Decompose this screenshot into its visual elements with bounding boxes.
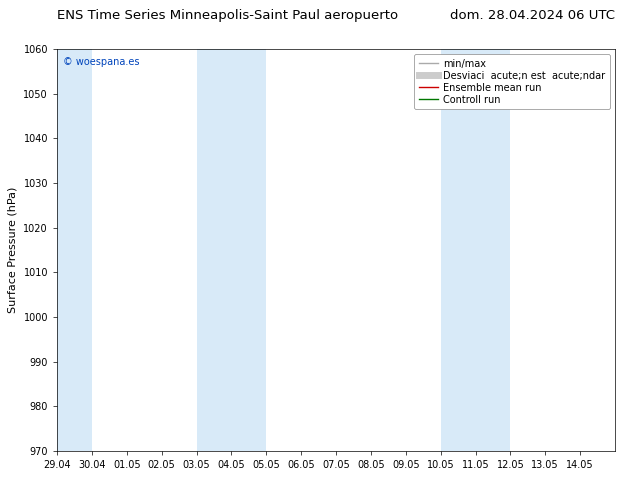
Text: © woespana.es: © woespana.es — [63, 57, 139, 67]
Bar — [197, 49, 266, 451]
Bar — [441, 49, 510, 451]
Text: ENS Time Series Minneapolis-Saint Paul aeropuerto: ENS Time Series Minneapolis-Saint Paul a… — [57, 9, 398, 22]
Legend: min/max, Desviaci  acute;n est  acute;ndar, Ensemble mean run, Controll run: min/max, Desviaci acute;n est acute;ndar… — [414, 54, 610, 109]
Text: dom. 28.04.2024 06 UTC: dom. 28.04.2024 06 UTC — [450, 9, 615, 22]
Y-axis label: Surface Pressure (hPa): Surface Pressure (hPa) — [8, 187, 18, 313]
Bar — [57, 49, 92, 451]
